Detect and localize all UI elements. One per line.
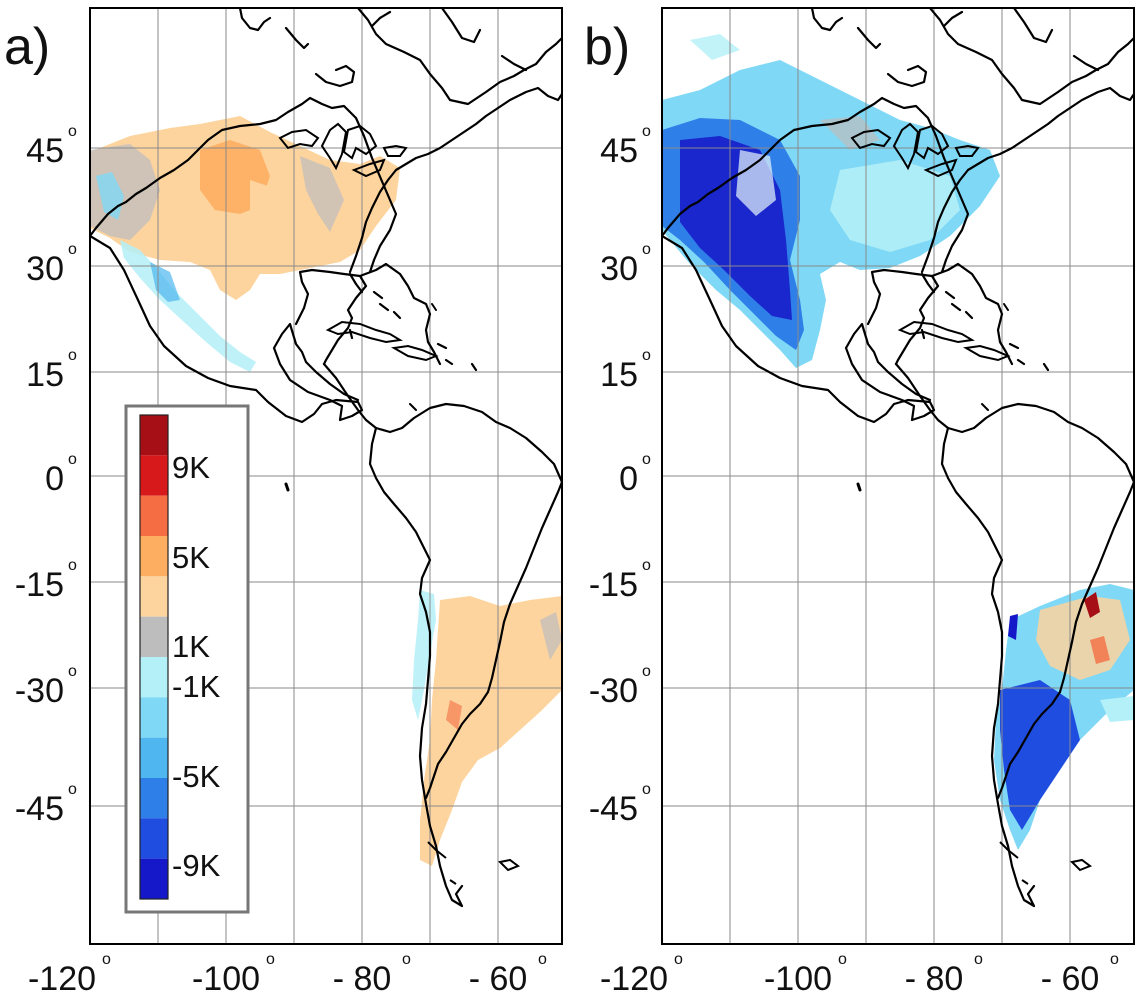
degree-symbol: o <box>642 241 651 258</box>
colorbar-swatch <box>140 576 168 617</box>
lat-tick-label: 15 <box>26 356 64 394</box>
degree-symbol: o <box>1110 951 1119 968</box>
lon-tick-label: -120 <box>28 960 96 998</box>
colorbar-legend: 9K 5K 1K -1K -5K -9K <box>124 404 250 914</box>
lon-tick-label: -120 <box>600 960 668 998</box>
panel-b: b) <box>584 7 1135 945</box>
lat-tick-label: -15 <box>15 566 64 604</box>
colorbar-swatch <box>140 495 168 536</box>
degree-symbol: o <box>838 951 847 968</box>
colorbar-label-5k: 5K <box>172 540 210 575</box>
panel-b-data-field <box>662 34 1134 850</box>
colorbar-swatch <box>140 697 168 738</box>
colorbar-label-9k: 9K <box>172 450 210 485</box>
colorbar-swatch <box>140 778 168 819</box>
colorbar-swatch <box>140 455 168 496</box>
degree-symbol: o <box>68 557 77 574</box>
colorbar-label-neg9k: -9K <box>172 848 221 883</box>
degree-symbol: o <box>68 347 77 364</box>
degree-symbol: o <box>102 951 111 968</box>
panel-a-label: a) <box>4 18 50 76</box>
degree-symbol: o <box>68 123 77 140</box>
colorbar-swatch <box>140 657 168 698</box>
degree-symbol: o <box>538 951 547 968</box>
lat-tick-label: 45 <box>26 132 64 170</box>
colorbar-label-neg5k: -5K <box>172 759 221 794</box>
panel-a: 9K 5K 1K -1K -5K -9K a) <box>4 7 563 945</box>
lat-tick-label: -15 <box>589 566 638 604</box>
lat-tick-label: -30 <box>15 672 64 710</box>
degree-symbol: o <box>68 781 77 798</box>
panel-b-frame <box>661 7 1135 945</box>
lat-tick-label: -45 <box>15 790 64 828</box>
colorbar-swatch <box>140 818 168 859</box>
degree-symbol: o <box>68 451 77 468</box>
lat-tick-label: 30 <box>600 250 638 288</box>
degree-symbol: o <box>642 781 651 798</box>
degree-symbol: o <box>266 951 275 968</box>
lat-tick-label: -30 <box>589 672 638 710</box>
colorbar-label-neg1k: -1K <box>172 669 221 704</box>
colorbar-swatch <box>140 737 168 778</box>
lon-tick-label: - 80 <box>905 960 964 998</box>
degree-symbol: o <box>68 663 77 680</box>
panel-b-gridlines <box>662 8 1134 944</box>
lon-tick-label: - 60 <box>469 960 528 998</box>
colorbar-swatches <box>140 415 168 899</box>
lat-tick-label: 15 <box>600 356 638 394</box>
axis-labels: 45o30o15o0o-15o-30o-45o45o30o15o0o-15o-3… <box>15 123 1119 998</box>
degree-symbol: o <box>642 663 651 680</box>
degree-symbol: o <box>642 123 651 140</box>
lon-tick-label: -100 <box>192 960 260 998</box>
lat-tick-label: 30 <box>26 250 64 288</box>
degree-symbol: o <box>974 951 983 968</box>
degree-symbol: o <box>642 557 651 574</box>
lon-tick-label: - 80 <box>333 960 392 998</box>
lat-tick-label: 0 <box>45 460 64 498</box>
colorbar-label-1k: 1K <box>172 629 210 664</box>
degree-symbol: o <box>402 951 411 968</box>
lon-tick-label: -100 <box>764 960 832 998</box>
colorbar-swatch <box>140 616 168 657</box>
colorbar-swatch <box>140 415 168 456</box>
lat-tick-label: 0 <box>619 460 638 498</box>
panel-a-frame <box>89 7 563 945</box>
degree-symbol: o <box>68 241 77 258</box>
degree-symbol: o <box>642 451 651 468</box>
lat-tick-label: -45 <box>589 790 638 828</box>
lat-tick-label: 45 <box>600 132 638 170</box>
degree-symbol: o <box>642 347 651 364</box>
colorbar-swatch <box>140 536 168 577</box>
lon-tick-label: - 60 <box>1041 960 1100 998</box>
colorbar-swatch <box>140 858 168 899</box>
degree-symbol: o <box>674 951 683 968</box>
panel-b-label: b) <box>584 18 630 76</box>
